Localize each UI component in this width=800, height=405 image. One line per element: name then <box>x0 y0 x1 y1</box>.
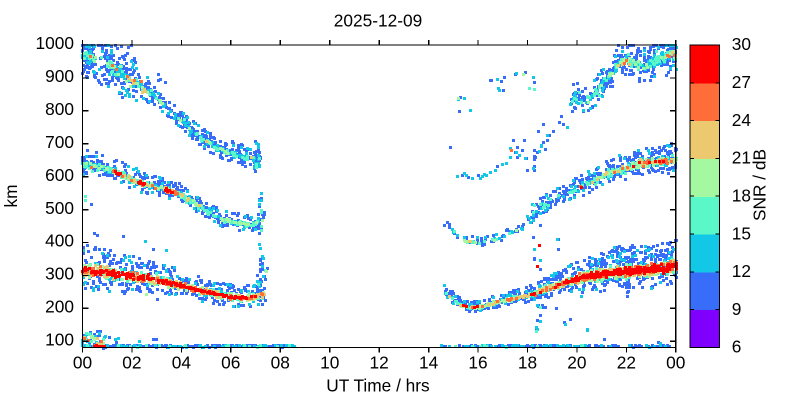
svg-text:10: 10 <box>320 353 339 373</box>
svg-text:27: 27 <box>732 72 751 92</box>
svg-text:900: 900 <box>45 66 74 86</box>
svg-text:400: 400 <box>45 231 74 251</box>
svg-text:08: 08 <box>271 353 290 373</box>
svg-text:12: 12 <box>369 353 388 373</box>
svg-text:SNR / dB: SNR / dB <box>750 149 770 221</box>
svg-text:00: 00 <box>73 353 92 373</box>
svg-text:500: 500 <box>45 198 74 218</box>
svg-text:100: 100 <box>45 329 74 349</box>
svg-text:km: km <box>1 184 21 207</box>
svg-text:200: 200 <box>45 297 74 317</box>
svg-text:6: 6 <box>732 337 742 357</box>
svg-text:800: 800 <box>45 99 74 119</box>
svg-text:30: 30 <box>732 34 751 54</box>
svg-text:22: 22 <box>617 353 636 373</box>
svg-text:UT Time / hrs: UT Time / hrs <box>326 376 430 396</box>
svg-text:14: 14 <box>419 353 439 373</box>
svg-text:04: 04 <box>172 353 192 373</box>
svg-text:700: 700 <box>45 132 74 152</box>
svg-text:21: 21 <box>732 148 751 168</box>
svg-text:2025-12-09: 2025-12-09 <box>334 11 422 31</box>
svg-text:18: 18 <box>732 185 751 205</box>
svg-text:1000: 1000 <box>36 33 74 53</box>
svg-text:300: 300 <box>45 264 74 284</box>
svg-text:06: 06 <box>221 353 240 373</box>
svg-text:00: 00 <box>666 353 685 373</box>
svg-text:15: 15 <box>732 223 751 243</box>
svg-text:20: 20 <box>567 353 586 373</box>
svg-text:24: 24 <box>732 110 752 130</box>
svg-text:9: 9 <box>732 299 742 319</box>
svg-text:16: 16 <box>468 353 487 373</box>
svg-text:12: 12 <box>732 261 751 281</box>
svg-text:02: 02 <box>122 353 141 373</box>
svg-text:18: 18 <box>518 353 537 373</box>
svg-text:600: 600 <box>45 165 74 185</box>
